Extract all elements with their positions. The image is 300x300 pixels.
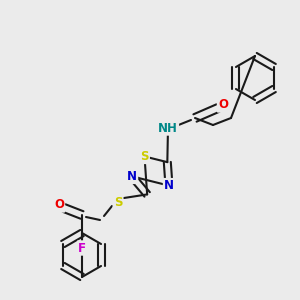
Text: O: O — [54, 199, 64, 212]
Text: S: S — [140, 150, 149, 163]
Text: S: S — [114, 196, 122, 208]
Text: NH: NH — [158, 122, 178, 134]
Text: F: F — [78, 242, 86, 254]
Text: N: N — [127, 170, 137, 183]
Text: N: N — [164, 179, 174, 192]
Text: O: O — [218, 98, 228, 112]
